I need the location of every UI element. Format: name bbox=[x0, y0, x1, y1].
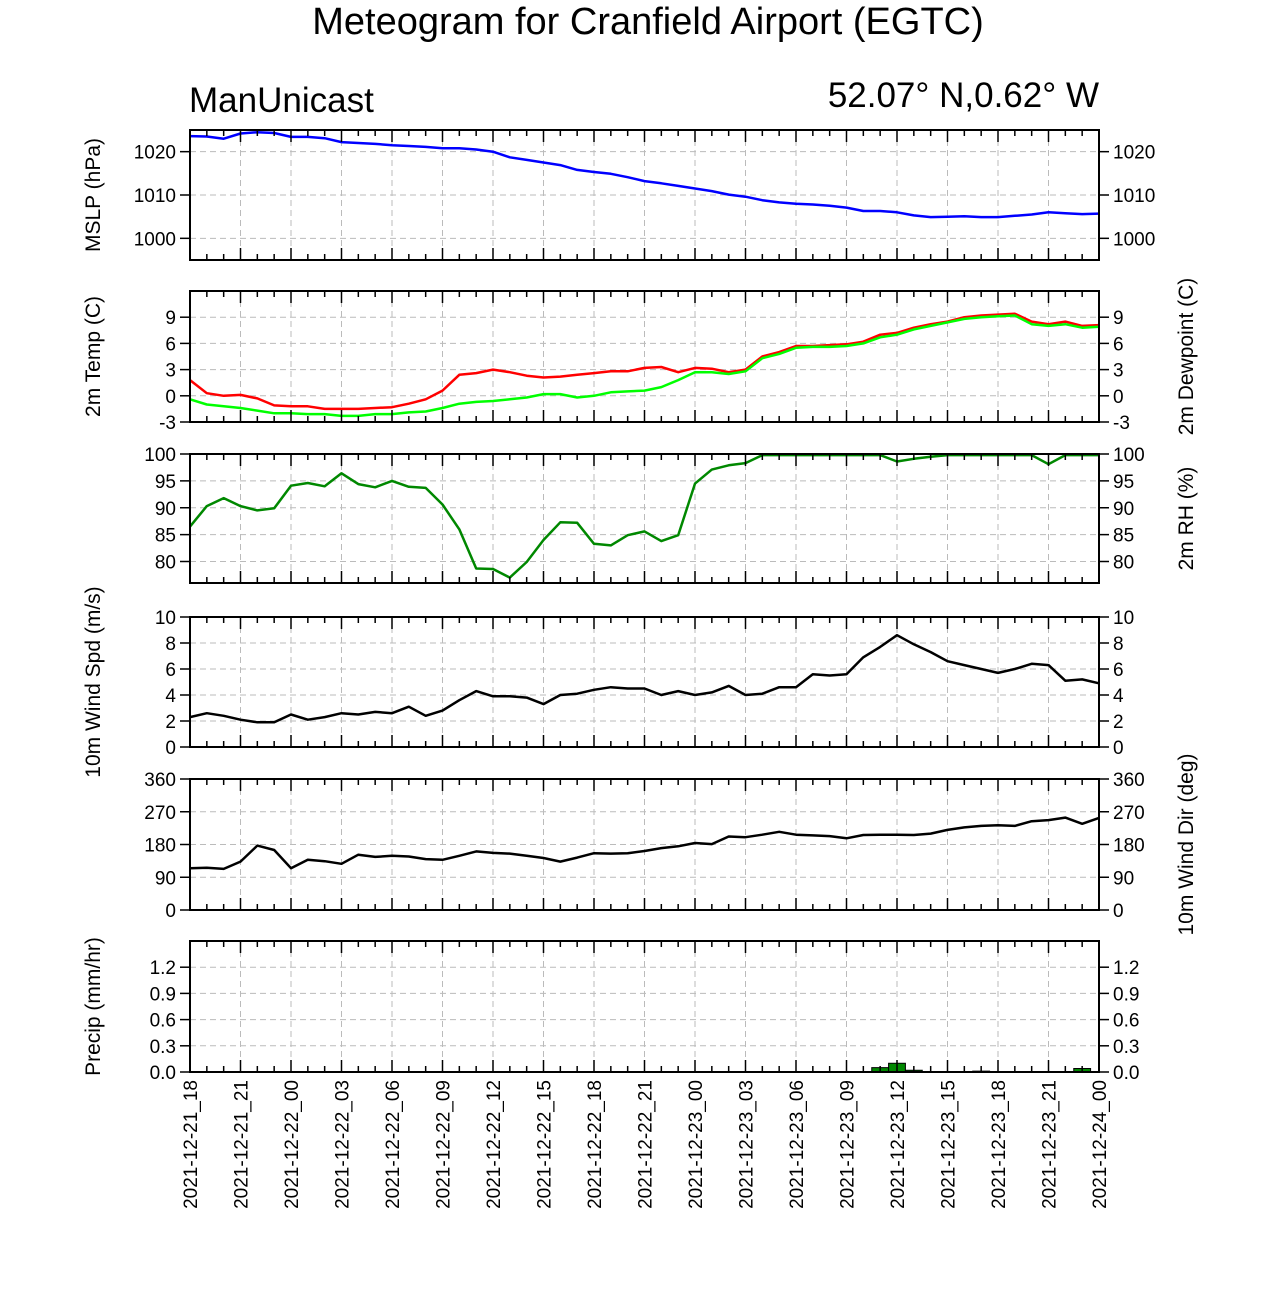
x-tick-label: 2021-12-24_00 bbox=[1090, 1080, 1111, 1209]
panel-wspd: 0 0 2 2 4 4 6 6 8 8 10 10 10m Wind Spd (m/s) bbox=[82, 586, 1134, 777]
y-tick-label-right: 1000 bbox=[1113, 229, 1155, 250]
y-tick-label-right: 180 bbox=[1113, 836, 1145, 857]
y-tick-label-right: 0 bbox=[1113, 387, 1124, 408]
coordinates-label: 52.07° N,0.62° W bbox=[828, 76, 1099, 115]
x-tick-label: 2021-12-23_21 bbox=[1040, 1080, 1061, 1209]
panel-mslp: 1000 1000 1010 1010 1020 1020 MSLP (hPa) bbox=[82, 129, 1155, 261]
x-tick-label: 2021-12-21_18 bbox=[181, 1080, 202, 1209]
y-tick-label-left: 0 bbox=[165, 387, 176, 408]
x-tick-label: 2021-12-23_15 bbox=[939, 1080, 960, 1209]
panel-temp: -3 -3 0 0 3 3 6 6 9 9 2m Temp (C) 2m Dewpoint (C) bbox=[82, 278, 1198, 436]
y-tick-label-right: 270 bbox=[1113, 803, 1145, 824]
y-tick-label-left: 9 bbox=[165, 308, 176, 329]
x-tick-label: 2021-12-22_00 bbox=[282, 1080, 303, 1209]
panel-wdir: 0 0 90 90 180 180 270 270 360 360 10m Wind Dir (de… bbox=[144, 753, 1198, 935]
y-tick-label-left: 85 bbox=[155, 526, 176, 547]
model-name-label: ManUnicast bbox=[189, 81, 374, 120]
y-tick-label-right: 6 bbox=[1113, 660, 1124, 681]
x-tick-label: 2021-12-23_09 bbox=[838, 1080, 859, 1209]
y-tick-label-right: 0.6 bbox=[1113, 1011, 1139, 1032]
y-tick-label-left: 1020 bbox=[134, 143, 176, 164]
y-axis-title-left: 10m Wind Spd (m/s) bbox=[82, 586, 105, 777]
series-line-wspd bbox=[189, 633, 1100, 724]
y-tick-label-right: 80 bbox=[1113, 553, 1134, 574]
x-tick-label: 2021-12-22_09 bbox=[434, 1080, 455, 1209]
y-tick-label-left: 10 bbox=[155, 608, 176, 629]
y-tick-label-left: -3 bbox=[159, 413, 176, 434]
y-tick-label-right: 0 bbox=[1113, 738, 1124, 759]
y-tick-label-left: 0.3 bbox=[150, 1037, 176, 1058]
y-tick-label-left: 1010 bbox=[134, 186, 176, 207]
y-tick-label-left: 6 bbox=[165, 334, 176, 355]
x-tick-label: 2021-12-23_06 bbox=[787, 1080, 808, 1209]
y-tick-label-left: 2 bbox=[165, 712, 176, 733]
y-tick-label-left: 4 bbox=[165, 686, 176, 707]
y-tick-label-right: 0.0 bbox=[1113, 1063, 1139, 1084]
x-tick-label: 2021-12-23_03 bbox=[737, 1080, 758, 1209]
x-tick-label: 2021-12-22_12 bbox=[484, 1080, 505, 1209]
y-tick-label-left: 0.9 bbox=[150, 984, 176, 1005]
x-tick-label: 2021-12-21_21 bbox=[232, 1080, 253, 1209]
y-axis-title-left: 2m Temp (C) bbox=[82, 296, 105, 417]
y-tick-label-right: 1010 bbox=[1113, 186, 1155, 207]
x-tick-label: 2021-12-23_18 bbox=[989, 1080, 1010, 1209]
y-axis-title-right: 10m Wind Dir (deg) bbox=[1175, 753, 1198, 935]
y-tick-label-left: 0 bbox=[165, 738, 176, 759]
y-tick-label-right: 0 bbox=[1113, 901, 1124, 922]
y-tick-label-right: 8 bbox=[1113, 634, 1124, 655]
y-tick-label-left: 0 bbox=[165, 901, 176, 922]
y-tick-label-right: 9 bbox=[1113, 308, 1124, 329]
y-axis-title-left: Precip (mm/hr) bbox=[82, 937, 105, 1076]
y-tick-label-right: -3 bbox=[1113, 413, 1130, 434]
y-tick-label-left: 0.0 bbox=[150, 1063, 176, 1084]
y-tick-label-right: 1020 bbox=[1113, 143, 1155, 164]
y-tick-label-right: 6 bbox=[1113, 334, 1124, 355]
y-tick-label-left: 3 bbox=[165, 361, 176, 382]
y-axis-title-right: 2m RH (%) bbox=[1175, 467, 1198, 571]
y-tick-label-right: 3 bbox=[1113, 361, 1124, 382]
y-tick-label-left: 360 bbox=[144, 770, 176, 791]
y-axis-title-left: MSLP (hPa) bbox=[82, 138, 105, 252]
y-tick-label-left: 1000 bbox=[134, 229, 176, 250]
y-tick-label-right: 85 bbox=[1113, 526, 1134, 547]
y-tick-label-left: 90 bbox=[155, 499, 176, 520]
y-tick-label-right: 2 bbox=[1113, 712, 1124, 733]
y-tick-label-right: 90 bbox=[1113, 868, 1134, 889]
x-tick-label: 2021-12-23_12 bbox=[888, 1080, 909, 1209]
y-tick-label-left: 270 bbox=[144, 803, 176, 824]
x-tick-label: 2021-12-22_18 bbox=[585, 1080, 606, 1209]
y-tick-label-left: 6 bbox=[165, 660, 176, 681]
panel-rh: 80 80 85 85 90 90 95 95 100 100 2m RH (%) bbox=[144, 445, 1198, 584]
series-line-mslp bbox=[189, 130, 1100, 219]
chart-title: Meteogram for Cranfield Airport (EGTC) bbox=[312, 1, 984, 43]
x-tick-label: 2021-12-23_00 bbox=[686, 1080, 707, 1209]
y-tick-label-right: 0.9 bbox=[1113, 984, 1139, 1005]
y-tick-label-right: 10 bbox=[1113, 608, 1134, 629]
y-tick-label-left: 8 bbox=[165, 634, 176, 655]
y-tick-label-left: 100 bbox=[144, 445, 176, 466]
y-tick-label-left: 95 bbox=[155, 472, 176, 493]
y-tick-label-right: 4 bbox=[1113, 686, 1124, 707]
y-tick-label-right: 1.2 bbox=[1113, 958, 1139, 979]
y-tick-label-right: 90 bbox=[1113, 499, 1134, 520]
x-tick-label: 2021-12-22_03 bbox=[333, 1080, 354, 1209]
y-tick-label-left: 1.2 bbox=[150, 958, 176, 979]
x-tick-label: 2021-12-22_21 bbox=[636, 1080, 657, 1209]
y-tick-label-right: 360 bbox=[1113, 770, 1145, 791]
y-tick-label-right: 100 bbox=[1113, 445, 1145, 466]
x-tick-label: 2021-12-22_06 bbox=[383, 1080, 404, 1209]
panel-precip: 0.0 0.0 0.3 0.3 0.6 0.6 0.9 0.9 1.2 1.2 Precip (mm… bbox=[82, 937, 1139, 1084]
y-axis-title-right: 2m Dewpoint (C) bbox=[1175, 278, 1198, 436]
y-tick-label-right: 0.3 bbox=[1113, 1037, 1139, 1058]
y-tick-label-left: 0.6 bbox=[150, 1011, 176, 1032]
y-tick-label-left: 90 bbox=[155, 868, 176, 889]
y-tick-label-right: 95 bbox=[1113, 472, 1134, 493]
y-tick-label-left: 80 bbox=[155, 553, 176, 574]
y-tick-label-left: 180 bbox=[144, 836, 176, 857]
series-line-wdir bbox=[189, 816, 1100, 871]
x-tick-label: 2021-12-22_15 bbox=[535, 1080, 556, 1209]
